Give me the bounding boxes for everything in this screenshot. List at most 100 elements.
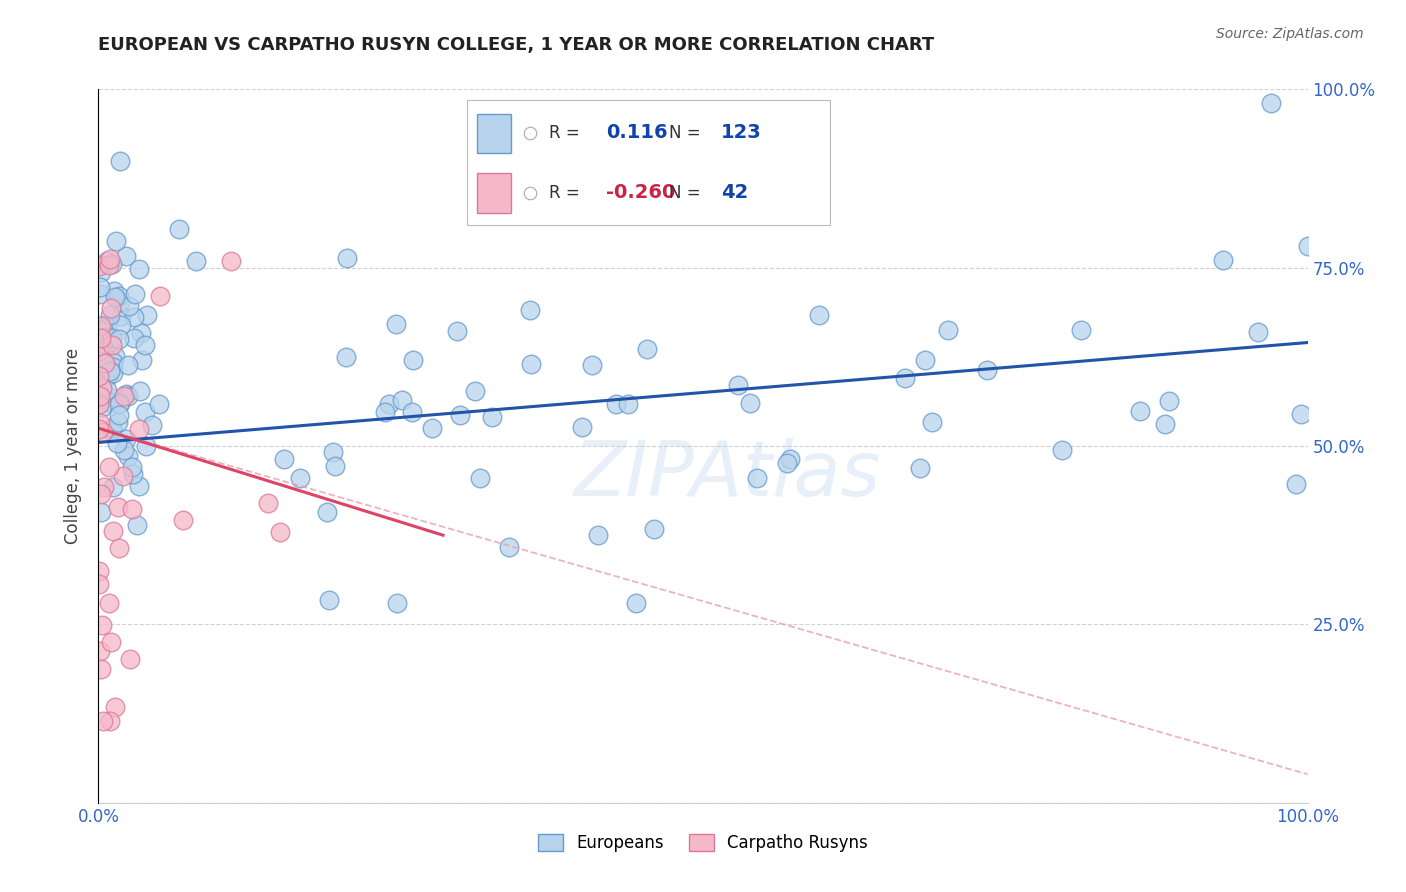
- Point: [221, 254, 243, 268]
- Point: [98, 308, 121, 322]
- Point: [498, 540, 520, 554]
- Point: [122, 331, 145, 345]
- Point: [101, 480, 124, 494]
- Point: [288, 470, 311, 484]
- Point: [98, 334, 121, 349]
- FancyBboxPatch shape: [477, 114, 510, 153]
- Point: [108, 397, 131, 411]
- Point: [98, 252, 121, 267]
- Point: [104, 290, 127, 304]
- Point: [134, 405, 156, 419]
- Point: [1157, 394, 1180, 409]
- Point: [108, 289, 131, 303]
- Text: 123: 123: [721, 123, 762, 142]
- Point: [727, 378, 749, 392]
- Point: [779, 451, 801, 466]
- Point: [96, 254, 118, 268]
- Point: [148, 397, 170, 411]
- Point: [96, 319, 118, 334]
- Point: [1247, 325, 1270, 339]
- Point: [617, 396, 640, 410]
- Point: [124, 286, 146, 301]
- Point: [808, 308, 831, 322]
- Point: [1212, 253, 1234, 268]
- Point: [747, 471, 769, 485]
- Point: [91, 714, 114, 728]
- Point: [101, 337, 124, 351]
- Point: [387, 596, 409, 610]
- Point: [89, 349, 111, 363]
- Point: [1070, 323, 1092, 337]
- Point: [128, 384, 150, 398]
- Point: [420, 421, 443, 435]
- Point: [131, 352, 153, 367]
- Point: [87, 577, 110, 591]
- Point: [90, 330, 112, 344]
- Point: [90, 381, 112, 395]
- Point: [93, 318, 115, 332]
- Point: [519, 303, 541, 318]
- Point: [87, 564, 110, 578]
- Point: [87, 369, 110, 384]
- Point: [449, 408, 471, 422]
- Point: [1154, 417, 1177, 432]
- Y-axis label: College, 1 year or more: College, 1 year or more: [65, 348, 83, 544]
- Point: [108, 396, 131, 410]
- Point: [90, 487, 112, 501]
- Point: [107, 415, 129, 429]
- Point: [446, 324, 468, 338]
- Text: -0.260: -0.260: [606, 183, 676, 202]
- Point: [141, 418, 163, 433]
- Point: [908, 461, 931, 475]
- Point: [100, 421, 122, 435]
- Point: [127, 517, 149, 532]
- Point: [90, 662, 112, 676]
- Point: [87, 259, 110, 273]
- Point: [101, 425, 124, 439]
- Text: R =: R =: [550, 124, 581, 142]
- Point: [98, 395, 121, 409]
- Point: [122, 310, 145, 325]
- Point: [90, 264, 112, 278]
- Point: [98, 258, 121, 272]
- Point: [336, 251, 359, 265]
- Point: [101, 366, 124, 380]
- Point: [401, 405, 423, 419]
- Point: [89, 354, 111, 368]
- Point: [98, 364, 121, 378]
- Point: [385, 317, 408, 331]
- Point: [87, 422, 110, 436]
- Point: [105, 436, 128, 450]
- Point: [273, 451, 295, 466]
- Point: [128, 479, 150, 493]
- Point: [135, 308, 157, 322]
- Text: ZIPAtlas: ZIPAtlas: [574, 438, 880, 511]
- Point: [377, 397, 399, 411]
- Point: [89, 643, 111, 657]
- Point: [107, 332, 129, 346]
- Point: [100, 635, 122, 649]
- Point: [98, 390, 121, 404]
- Point: [374, 405, 396, 419]
- Point: [87, 343, 110, 358]
- Point: [172, 513, 194, 527]
- Point: [520, 357, 543, 371]
- Point: [90, 318, 112, 333]
- Legend: Europeans, Carpatho Rusyns: Europeans, Carpatho Rusyns: [531, 827, 875, 859]
- Point: [112, 442, 135, 457]
- Point: [100, 301, 122, 315]
- Text: N =: N =: [669, 184, 700, 202]
- Text: 42: 42: [721, 183, 748, 202]
- Point: [117, 359, 139, 373]
- Point: [110, 309, 132, 323]
- Point: [96, 393, 118, 408]
- Point: [104, 699, 127, 714]
- FancyBboxPatch shape: [467, 100, 830, 225]
- FancyBboxPatch shape: [477, 173, 510, 212]
- Point: [391, 392, 413, 407]
- Point: [115, 386, 138, 401]
- Point: [894, 370, 917, 384]
- Point: [571, 420, 593, 434]
- Point: [98, 714, 121, 729]
- Point: [104, 234, 127, 248]
